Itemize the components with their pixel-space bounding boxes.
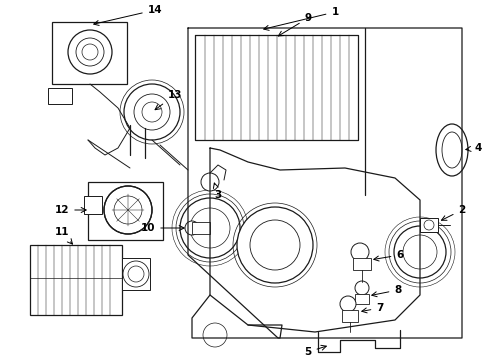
Text: 2: 2	[441, 205, 466, 220]
Bar	[88, 182, 163, 240]
Text: 8: 8	[372, 285, 402, 297]
Circle shape	[185, 221, 199, 235]
Text: 9: 9	[278, 13, 312, 36]
Circle shape	[68, 30, 112, 74]
Text: 13: 13	[155, 90, 182, 110]
Circle shape	[340, 296, 356, 312]
Bar	[420, 218, 438, 232]
Text: 3: 3	[214, 183, 221, 200]
Text: 4: 4	[466, 143, 482, 153]
Circle shape	[203, 323, 227, 347]
Bar	[84, 196, 102, 214]
Text: 5: 5	[304, 345, 326, 357]
Text: 12: 12	[55, 205, 86, 215]
Circle shape	[124, 84, 180, 140]
Circle shape	[180, 198, 240, 258]
Circle shape	[394, 226, 446, 278]
Circle shape	[237, 207, 313, 283]
Circle shape	[123, 261, 149, 287]
Text: 7: 7	[362, 303, 384, 313]
Circle shape	[355, 281, 369, 295]
Text: 14: 14	[94, 5, 162, 26]
Bar	[342, 310, 358, 322]
Bar	[355, 294, 369, 304]
Circle shape	[104, 186, 152, 234]
Text: 10: 10	[141, 223, 184, 233]
Bar	[30, 245, 122, 315]
Text: 6: 6	[374, 250, 404, 261]
Bar	[52, 22, 127, 84]
Bar	[192, 222, 210, 234]
Circle shape	[351, 243, 369, 261]
Bar	[353, 258, 371, 270]
Bar	[122, 258, 150, 290]
Text: 11: 11	[55, 227, 73, 244]
Bar	[48, 88, 72, 104]
Text: 1: 1	[264, 7, 339, 30]
Circle shape	[201, 173, 219, 191]
